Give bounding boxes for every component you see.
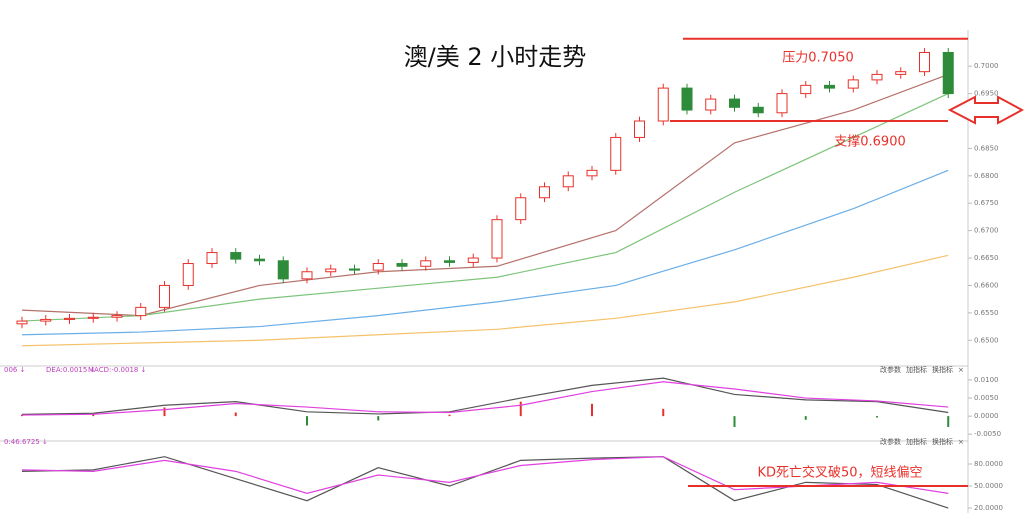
candle-body — [776, 93, 788, 114]
macd-bar — [662, 408, 665, 417]
macd-bar — [234, 412, 237, 417]
y-tick-label: 0.6750 — [974, 199, 999, 207]
candle-body — [16, 320, 28, 325]
macd-bar — [591, 403, 593, 417]
y-tick-label: 0.6700 — [974, 227, 999, 235]
indicator-line — [21, 169, 949, 336]
indicator-header: MACD:-0.0018 ↓ — [88, 366, 146, 374]
y-tick-label: 80.0000 — [974, 460, 1003, 468]
candle-body — [277, 260, 289, 280]
candle-body — [657, 87, 669, 122]
indicator-button[interactable]: 改参数 — [880, 365, 901, 374]
indicator-line — [21, 381, 949, 416]
candle-body — [942, 51, 954, 95]
indicator-header: 006 ↓ — [4, 366, 25, 374]
candle-body — [681, 87, 693, 111]
indicator-button[interactable]: 加指标 — [906, 437, 927, 446]
candle-body — [420, 260, 432, 267]
annotation-text: 压力0.7050 — [782, 51, 854, 66]
macd-bar — [733, 416, 736, 427]
candle-body — [539, 186, 550, 199]
candle-body — [444, 260, 455, 263]
macd-bar — [21, 414, 23, 417]
indicator-button[interactable]: 改参数 — [880, 437, 901, 446]
indicator-button[interactable]: × — [958, 366, 964, 374]
y-tick-label: 0.6650 — [974, 254, 999, 262]
candle-body — [610, 136, 622, 171]
y-tick-label: 0.6800 — [974, 172, 999, 180]
candle-body — [800, 84, 812, 95]
y-tick-label: 0.6600 — [974, 281, 999, 289]
indicator-header: DEA:0.0015 ↓ — [46, 366, 95, 374]
candle-body — [325, 268, 337, 273]
candle-body — [111, 315, 123, 318]
macd-bar — [448, 414, 451, 417]
macd-bar — [163, 407, 166, 417]
macd-bar — [519, 401, 522, 417]
y-tick-label: 0.0000 — [974, 412, 999, 420]
candle-body — [40, 318, 52, 322]
macd-bar — [947, 416, 950, 427]
candle-body — [206, 252, 218, 265]
y-tick-label: 0.0100 — [974, 376, 999, 384]
candle-body — [254, 258, 265, 262]
macd-bar — [306, 416, 308, 426]
macd-bar — [876, 416, 878, 418]
candle-body — [871, 73, 883, 81]
candle-body — [562, 175, 574, 188]
chart-title: 澳/美 2 小时走势 — [404, 43, 587, 71]
y-tick-label: 0.6500 — [974, 336, 999, 344]
y-tick-label: 0.6950 — [974, 90, 999, 98]
candle-body — [515, 197, 527, 221]
y-tick-label: 20.0000 — [974, 504, 1003, 512]
annotation-text: KD死亡交叉破50，短线偏空 — [757, 465, 922, 481]
y-tick-label: 0.7000 — [974, 62, 999, 70]
candle-body — [301, 271, 313, 280]
macd-bar — [92, 413, 95, 417]
macd-bar — [804, 416, 807, 420]
indicator-button[interactable]: 加指标 — [906, 365, 927, 374]
indicator-button[interactable]: 换指标 — [932, 437, 953, 446]
candle-body — [135, 306, 147, 317]
y-tick-label: -0.0050 — [974, 430, 1001, 438]
y-tick-label: 0.0050 — [974, 394, 999, 402]
candle-body — [87, 316, 99, 319]
candle-body — [230, 252, 242, 260]
candle-body — [634, 120, 645, 138]
y-tick-label: 0.6550 — [974, 309, 999, 317]
macd-bar — [377, 416, 380, 421]
indicator-line — [21, 377, 949, 415]
candle-body — [586, 169, 598, 177]
indicator-button[interactable]: 换指标 — [932, 365, 953, 374]
candle-body — [349, 268, 360, 271]
candle-body — [919, 51, 930, 73]
candle-body — [467, 257, 479, 263]
candle-body — [824, 84, 835, 89]
indicator-header: 0:46.6725 ↓ — [4, 438, 48, 446]
indicator-button[interactable]: × — [958, 438, 964, 446]
indicator-line — [21, 254, 949, 347]
candle-body — [705, 98, 717, 111]
candle-body — [847, 79, 859, 89]
candle-body — [182, 263, 194, 286]
candle-body — [752, 106, 764, 114]
candle-body — [64, 317, 75, 320]
candle-body — [159, 284, 170, 308]
y-tick-label: 50.0000 — [974, 482, 1003, 490]
double-arrow — [947, 95, 1024, 125]
annotation-text: 支撑0.6900 — [834, 135, 906, 150]
candle-body — [372, 263, 384, 271]
candle-body — [895, 71, 907, 75]
indicator-line — [21, 93, 949, 322]
candle-body — [491, 219, 503, 259]
candle-body — [396, 263, 408, 267]
candle-body — [729, 98, 740, 108]
y-tick-label: 0.6850 — [974, 144, 999, 152]
